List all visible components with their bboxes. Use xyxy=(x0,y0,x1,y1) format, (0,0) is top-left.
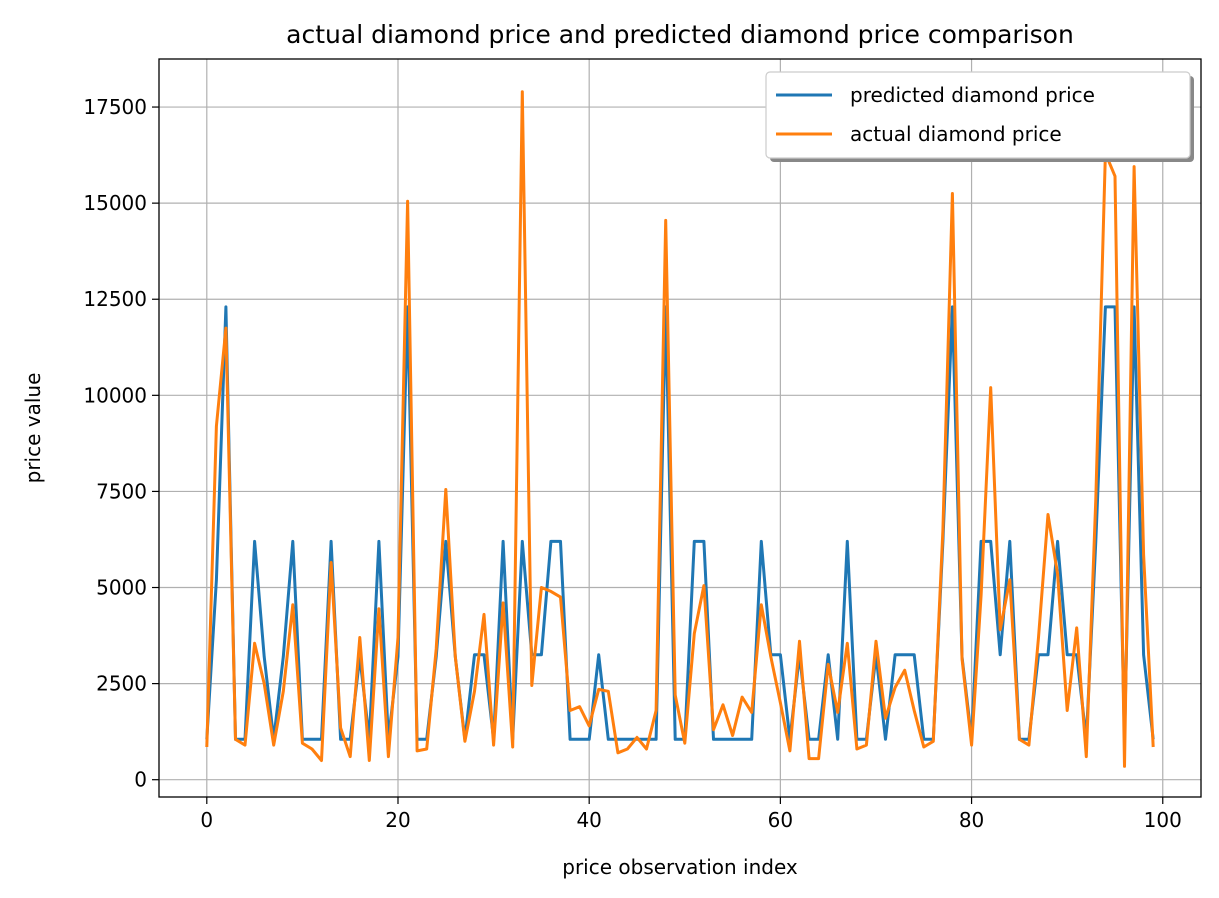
legend-label-predicted: predicted diamond price xyxy=(850,83,1095,107)
x-tick-label: 100 xyxy=(1144,808,1182,832)
x-axis-label: price observation index xyxy=(562,855,798,879)
series-lines xyxy=(205,90,1155,768)
y-tick-label: 2500 xyxy=(96,672,147,696)
plot-frame xyxy=(158,58,1202,798)
y-ticks: 0 2500 5000 7500 10000 12500 15000 17500 xyxy=(83,95,159,792)
x-tick-label: 40 xyxy=(576,808,601,832)
legend-label-actual: actual diamond price xyxy=(850,122,1062,146)
x-tick-label: 0 xyxy=(200,808,213,832)
x-tick-label: 20 xyxy=(385,808,410,832)
x-tick-label: 80 xyxy=(959,808,984,832)
y-tick-label: 17500 xyxy=(83,95,147,119)
y-tick-label: 15000 xyxy=(83,191,147,215)
y-tick-label: 0 xyxy=(134,768,147,792)
y-axis-label: price value xyxy=(21,373,45,484)
y-tick-label: 7500 xyxy=(96,479,147,503)
y-tick-label: 5000 xyxy=(96,576,147,600)
series-line-actual xyxy=(205,90,1155,768)
x-ticks: 0 20 40 60 80 100 xyxy=(200,797,1182,832)
grid-lines xyxy=(159,59,1201,797)
chart-title: actual diamond price and predicted diamo… xyxy=(286,20,1074,49)
x-tick-label: 60 xyxy=(768,808,793,832)
y-tick-label: 10000 xyxy=(83,383,147,407)
series-line-predicted xyxy=(205,305,1155,741)
y-tick-label: 12500 xyxy=(83,287,147,311)
legend-box xyxy=(765,71,1191,159)
legend: predicted diamond price actual diamond p… xyxy=(765,71,1194,162)
